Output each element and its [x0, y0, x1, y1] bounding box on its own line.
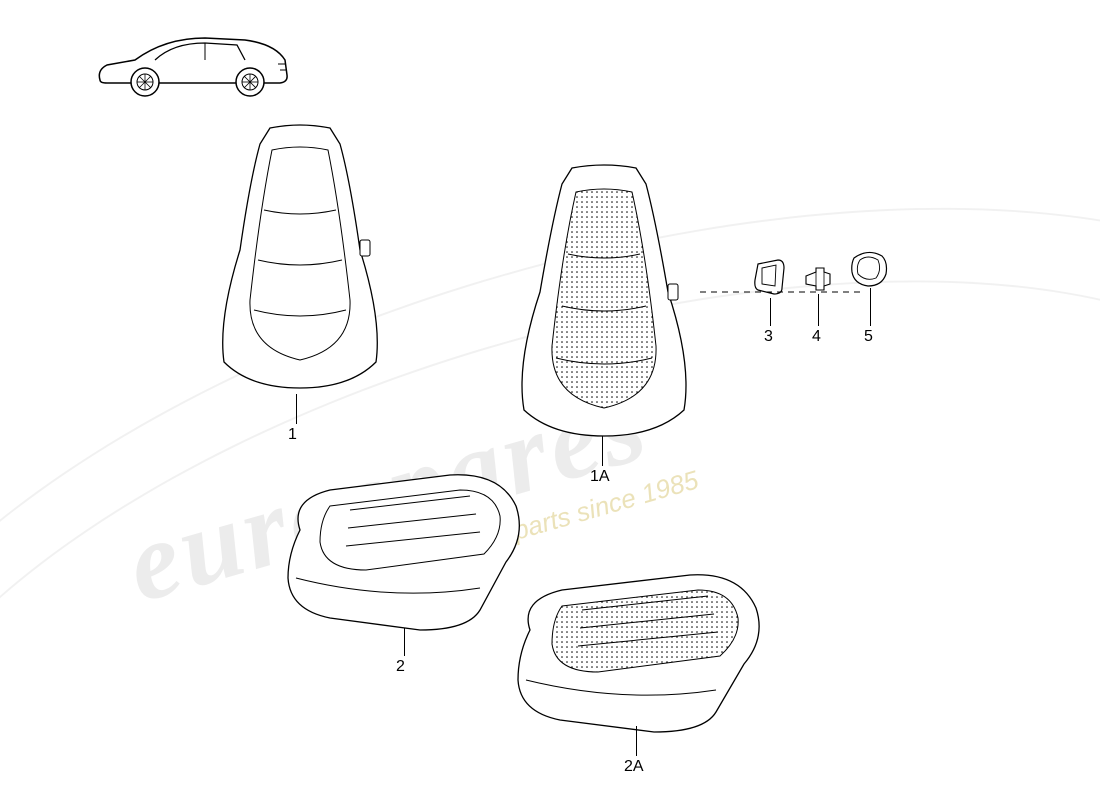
- part-label-5: 5: [864, 328, 873, 346]
- leader-line: [602, 436, 603, 466]
- part-label-1A: 1A: [590, 468, 610, 486]
- backrest-cover-perforated: [500, 160, 710, 450]
- leader-line: [870, 288, 871, 326]
- leader-line: [296, 394, 297, 424]
- backrest-cover-plain: [200, 120, 400, 400]
- seat-cushion-cover-plain: [270, 470, 530, 640]
- leader-line: [818, 294, 819, 326]
- leader-line: [770, 298, 771, 326]
- leader-line: [404, 628, 405, 656]
- part-label-3: 3: [764, 328, 773, 346]
- part-label-4: 4: [812, 328, 821, 346]
- part-label-1: 1: [288, 426, 297, 444]
- leader-line: [636, 726, 637, 756]
- explode-line: [700, 290, 860, 294]
- part-label-2: 2: [396, 658, 405, 676]
- vehicle-icon: [95, 30, 290, 100]
- diagram-canvas: eurospares a passion for parts since 198…: [0, 0, 1100, 800]
- seat-cushion-cover-perforated: [500, 570, 770, 740]
- bolster-cap: [846, 246, 890, 290]
- part-label-2A: 2A: [624, 758, 644, 776]
